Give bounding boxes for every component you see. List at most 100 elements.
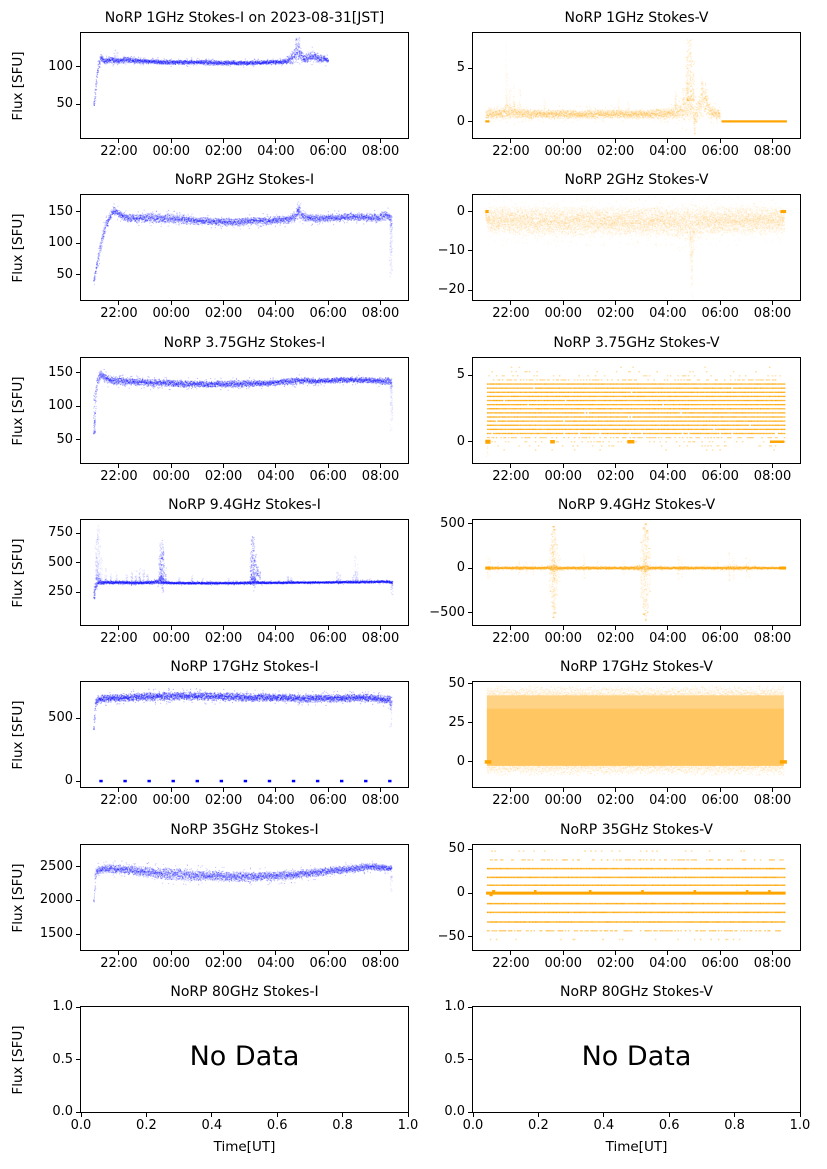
x-tick-label: 0.2 xyxy=(136,1118,157,1133)
y-tick-label: 1.0 xyxy=(444,999,465,1014)
x-tick-mark xyxy=(562,301,564,305)
plot-canvas-norp-2ghz-stokes-v xyxy=(473,195,800,300)
x-tick-label: 00:00 xyxy=(544,631,582,646)
x-tick-mark xyxy=(380,301,382,305)
x-tick-label: 0.0 xyxy=(70,1118,92,1133)
y-tick-mark xyxy=(76,780,80,782)
y-tick-label: 250 xyxy=(48,584,73,600)
x-tick-mark xyxy=(327,139,329,143)
x-tick-label: 04:00 xyxy=(649,306,687,321)
x-tick-label: 06:00 xyxy=(701,793,739,808)
x-tick-label: 00:00 xyxy=(544,956,582,971)
x-tick-mark xyxy=(118,951,120,955)
x-tick-label: 02:00 xyxy=(204,144,243,159)
x-tick-mark xyxy=(223,139,225,143)
x-tick-label: 00:00 xyxy=(152,306,190,321)
y-tick-mark xyxy=(468,848,472,850)
y-tick-mark xyxy=(76,405,80,407)
y-axis-label: Flux [SFU] xyxy=(10,537,26,608)
x-tick-label: 04:00 xyxy=(649,469,687,484)
y-tick-mark xyxy=(468,1111,472,1113)
x-tick-mark xyxy=(603,1113,605,1117)
x-tick-mark xyxy=(327,464,329,468)
y-axis-label: Flux [SFU] xyxy=(10,375,26,446)
subplot-title-norp-3-75ghz-stokes-v: NoRP 3.75GHz Stokes-V xyxy=(553,335,720,351)
y-tick-label: 0.5 xyxy=(52,1051,73,1067)
x-tick-label: 02:00 xyxy=(596,631,635,646)
x-tick-label: 02:00 xyxy=(204,306,243,321)
x-tick-mark xyxy=(380,626,382,630)
x-tick-label: 06:00 xyxy=(701,144,739,159)
x-tick-label: 00:00 xyxy=(544,144,582,159)
x-tick-label: 22:00 xyxy=(100,631,138,646)
y-tick-label: 25 xyxy=(448,714,465,730)
y-tick-label: 0 xyxy=(456,885,465,901)
x-tick-label: 22:00 xyxy=(492,144,530,159)
y-tick-mark xyxy=(76,562,80,564)
x-tick-mark xyxy=(275,951,277,955)
x-tick-label: 22:00 xyxy=(492,631,530,646)
x-tick-mark xyxy=(772,139,774,143)
x-tick-mark xyxy=(615,788,617,792)
x-tick-label: 08:00 xyxy=(753,956,792,971)
x-tick-mark xyxy=(170,951,172,955)
y-tick-label: 100 xyxy=(48,235,73,251)
x-tick-label: 0.6 xyxy=(658,1118,680,1133)
x-tick-label: 00:00 xyxy=(152,956,190,971)
y-tick-mark xyxy=(468,936,472,938)
subplot-title-norp-3-75ghz-stokes-i: NoRP 3.75GHz Stokes-I xyxy=(163,335,326,351)
x-tick-label: 08:00 xyxy=(753,469,792,484)
x-tick-mark xyxy=(510,951,512,955)
y-tick-mark xyxy=(76,103,80,105)
plot-canvas-norp-2ghz-stokes-i xyxy=(81,195,408,300)
x-tick-label: 04:00 xyxy=(257,631,295,646)
y-tick-mark xyxy=(76,211,80,213)
x-tick-mark xyxy=(562,139,564,143)
x-tick-mark xyxy=(275,139,277,143)
x-tick-mark xyxy=(772,626,774,630)
y-tick-label: 5 xyxy=(456,60,465,76)
y-axis-label: Flux [SFU] xyxy=(10,50,26,121)
x-tick-label: 08:00 xyxy=(361,956,400,971)
y-tick-mark xyxy=(76,372,80,374)
y-tick-mark xyxy=(468,121,472,123)
x-tick-mark xyxy=(327,626,329,630)
x-tick-label: 22:00 xyxy=(492,306,530,321)
x-tick-label: 00:00 xyxy=(152,631,190,646)
plot-canvas-norp-17ghz-stokes-i xyxy=(81,682,408,787)
y-tick-label: 50 xyxy=(56,96,73,112)
x-tick-mark xyxy=(380,139,382,143)
plot-canvas-norp-80ghz-stokes-v xyxy=(473,1007,800,1112)
x-tick-mark xyxy=(719,301,721,305)
x-tick-mark xyxy=(734,1113,736,1117)
x-tick-mark xyxy=(562,626,564,630)
y-tick-label: 50 xyxy=(448,841,465,857)
x-tick-label: 02:00 xyxy=(204,956,243,971)
x-tick-mark xyxy=(562,464,564,468)
x-tick-label: 08:00 xyxy=(361,469,400,484)
x-tick-label: 00:00 xyxy=(544,793,582,808)
x-tick-mark xyxy=(719,139,721,143)
x-tick-mark xyxy=(719,626,721,630)
y-tick-mark xyxy=(76,1006,80,1008)
x-tick-mark xyxy=(211,1113,213,1117)
x-tick-mark xyxy=(537,1113,539,1117)
x-tick-label: 04:00 xyxy=(649,956,687,971)
plot-canvas-norp-9-4ghz-stokes-v xyxy=(473,520,800,625)
y-tick-mark xyxy=(468,683,472,685)
x-tick-mark xyxy=(223,301,225,305)
x-tick-label: 02:00 xyxy=(596,956,635,971)
y-tick-mark xyxy=(468,67,472,69)
y-tick-label: 0 xyxy=(456,753,465,769)
x-tick-label: 06:00 xyxy=(309,469,347,484)
y-tick-label: 500 xyxy=(440,515,465,531)
no-data-label: No Data xyxy=(189,1040,300,1072)
plot-canvas-norp-80ghz-stokes-i xyxy=(81,1007,408,1112)
y-tick-label: 1.0 xyxy=(52,999,73,1014)
x-tick-mark xyxy=(118,301,120,305)
y-tick-label: 500 xyxy=(48,710,73,726)
plot-canvas-norp-35ghz-stokes-i xyxy=(81,845,408,950)
subplot-title-norp-80ghz-stokes-i: NoRP 80GHz Stokes-I xyxy=(170,984,319,1000)
x-tick-mark xyxy=(118,626,120,630)
